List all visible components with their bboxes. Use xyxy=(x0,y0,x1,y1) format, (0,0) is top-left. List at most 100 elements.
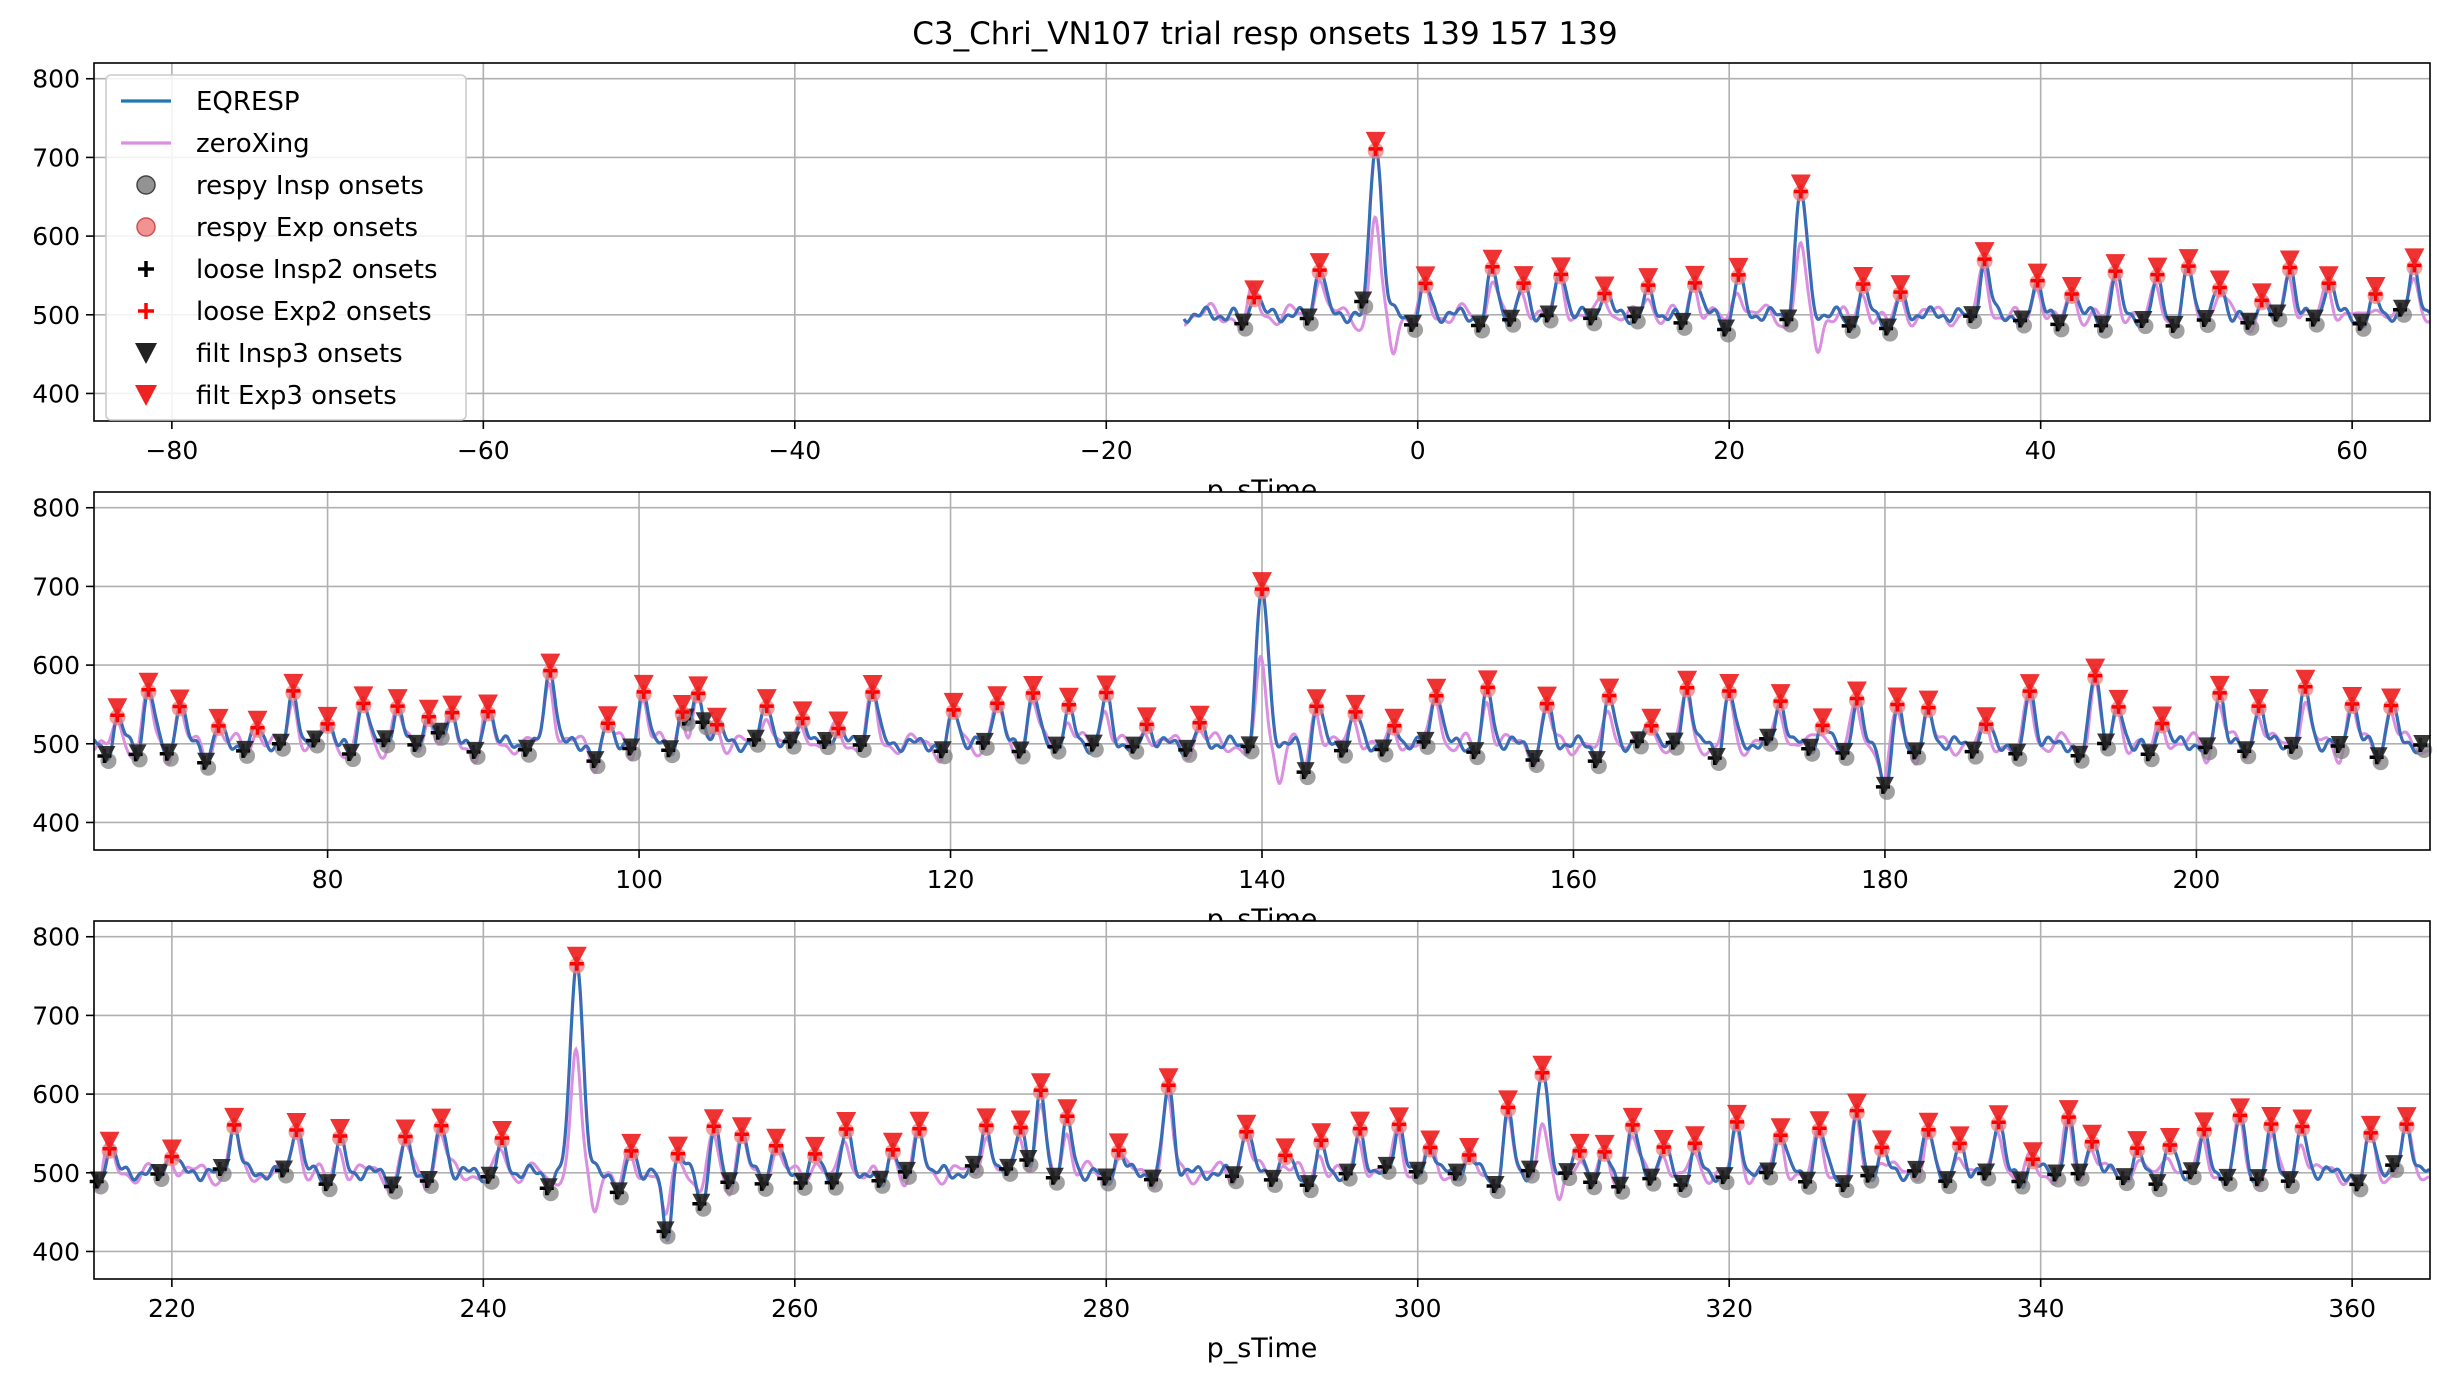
x-tick-label: −60 xyxy=(457,436,510,465)
filt-exp3-onset xyxy=(1482,249,1503,269)
filt-insp3-onset xyxy=(1240,736,1259,754)
x-tick-label: 0 xyxy=(1410,436,1426,465)
filt-insp3-onset xyxy=(1860,1165,1879,1183)
filt-insp3-onset xyxy=(1665,732,1684,750)
y-tick-label: 600 xyxy=(32,222,80,251)
legend-label: zeroXing xyxy=(196,129,310,159)
filt-exp3-onset xyxy=(442,695,463,715)
filt-insp3-onset xyxy=(517,739,536,757)
x-tick-label: −80 xyxy=(145,436,198,465)
filt-exp3-onset xyxy=(2248,689,2269,709)
filt-exp3-onset xyxy=(2159,1127,2180,1147)
x-tick-label: 20 xyxy=(1713,436,1745,465)
filt-exp3-onset xyxy=(1311,1123,1332,1143)
filt-exp3-onset xyxy=(2230,1098,2251,1118)
filt-insp3-onset xyxy=(782,731,801,749)
filt-exp3-onset xyxy=(395,1119,416,1139)
filt-insp3-onset xyxy=(1296,762,1315,780)
filt-exp3-onset xyxy=(418,699,439,719)
legend-swatch-triangle xyxy=(135,343,157,364)
filt-exp3-onset xyxy=(1726,1104,1747,1124)
filt-exp3-onset xyxy=(1890,275,1911,295)
filt-insp3-onset xyxy=(964,1155,983,1173)
x-tick-label: 360 xyxy=(2328,1294,2376,1323)
filt-insp3-onset xyxy=(159,743,178,761)
filt-exp3-onset xyxy=(2342,687,2363,707)
filt-insp3-onset xyxy=(754,1173,773,1191)
filt-insp3-onset xyxy=(1835,742,1854,760)
filt-insp3-onset xyxy=(430,722,449,740)
filt-exp3-onset xyxy=(1189,705,1210,725)
filt-insp3-onset xyxy=(376,730,395,748)
filt-exp3-onset xyxy=(286,1112,307,1132)
filt-insp3-onset xyxy=(1416,731,1435,749)
panel-2: 80 100 120 140 160 180 200400500600700800p_sTi… xyxy=(32,491,2433,935)
filt-exp3-onset xyxy=(1275,1138,1296,1158)
axes-frame xyxy=(93,62,2431,422)
filt-insp3-onset xyxy=(2218,1168,2237,1186)
x-tick-label: 200 xyxy=(2173,865,2221,894)
legend-entry: zeroXing xyxy=(121,129,310,159)
filt-exp3-onset xyxy=(2105,254,2126,274)
filt-exp3-onset xyxy=(1384,708,1405,728)
filt-exp3-onset xyxy=(492,1121,513,1141)
filt-exp3-onset xyxy=(161,1139,182,1159)
filt-insp3-onset xyxy=(1977,1163,1996,1181)
filt-insp3-onset xyxy=(2305,309,2324,327)
filt-exp3-onset xyxy=(247,710,268,730)
filt-insp3-onset xyxy=(1084,734,1103,752)
filt-exp3-onset xyxy=(1770,684,1791,704)
filt-insp3-onset xyxy=(1338,1163,1357,1181)
filt-exp3-onset xyxy=(1108,1133,1129,1153)
filt-insp3-onset xyxy=(1611,1176,1630,1194)
x-tick-label: 60 xyxy=(2336,436,2368,465)
x-tick-label: 80 xyxy=(312,865,344,894)
y-tick-label: 800 xyxy=(32,65,80,94)
filt-insp3-onset xyxy=(2093,315,2112,333)
filt-insp3-onset xyxy=(1374,739,1393,757)
filt-exp3-onset xyxy=(2152,706,2173,726)
filt-insp3-onset xyxy=(1875,776,1894,794)
y-tick-label: 600 xyxy=(32,651,80,680)
filt-exp3-onset xyxy=(1871,1130,1892,1150)
filt-exp3-onset xyxy=(2261,1106,2282,1126)
filt-insp3-onset xyxy=(720,1172,739,1190)
filt-insp3-onset xyxy=(1879,318,1898,336)
y-tick-label: 800 xyxy=(32,494,80,523)
filt-insp3-onset xyxy=(274,1160,293,1178)
x-tick-label: 240 xyxy=(459,1294,507,1323)
filt-exp3-onset xyxy=(766,1128,787,1148)
filt-insp3-onset xyxy=(2115,1168,2134,1186)
filt-exp3-onset xyxy=(1641,708,1662,728)
filt-insp3-onset xyxy=(2097,733,2116,751)
filt-insp3-onset xyxy=(746,729,765,747)
filt-exp3-onset xyxy=(731,1117,752,1137)
filt-insp3-onset xyxy=(1525,749,1544,767)
filt-exp3-onset xyxy=(2061,276,2082,296)
x-tick-label: 140 xyxy=(1238,865,1286,894)
y-tick-label: 500 xyxy=(32,301,80,330)
filt-insp3-onset xyxy=(897,1161,916,1179)
filt-insp3-onset xyxy=(1539,305,1558,323)
filt-exp3-onset xyxy=(987,686,1008,706)
filt-insp3-onset xyxy=(1642,1168,1661,1186)
filt-exp3-onset xyxy=(706,707,727,727)
filt-insp3-onset xyxy=(999,1158,1018,1176)
filt-insp3-onset xyxy=(1019,1149,1038,1167)
filt-insp3-onset xyxy=(2369,747,2388,765)
filt-exp3-onset xyxy=(1594,276,1615,296)
legend-label: loose Insp2 onsets xyxy=(196,255,438,285)
filt-exp3-onset xyxy=(1846,681,1867,701)
x-tick-label: 40 xyxy=(2025,436,2057,465)
filt-insp3-onset xyxy=(1097,1168,1116,1186)
filt-insp3-onset xyxy=(1143,1169,1162,1187)
axes-frame xyxy=(93,920,2431,1280)
filt-exp3-onset xyxy=(1949,1126,1970,1146)
filt-exp3-onset xyxy=(283,673,304,693)
y-tick-label: 700 xyxy=(32,1001,80,1030)
filt-insp3-onset xyxy=(1841,315,1860,333)
filt-insp3-onset xyxy=(2070,1163,2089,1181)
filt-insp3-onset xyxy=(97,745,116,763)
filt-insp3-onset xyxy=(271,733,290,751)
filt-insp3-onset xyxy=(2240,312,2259,330)
